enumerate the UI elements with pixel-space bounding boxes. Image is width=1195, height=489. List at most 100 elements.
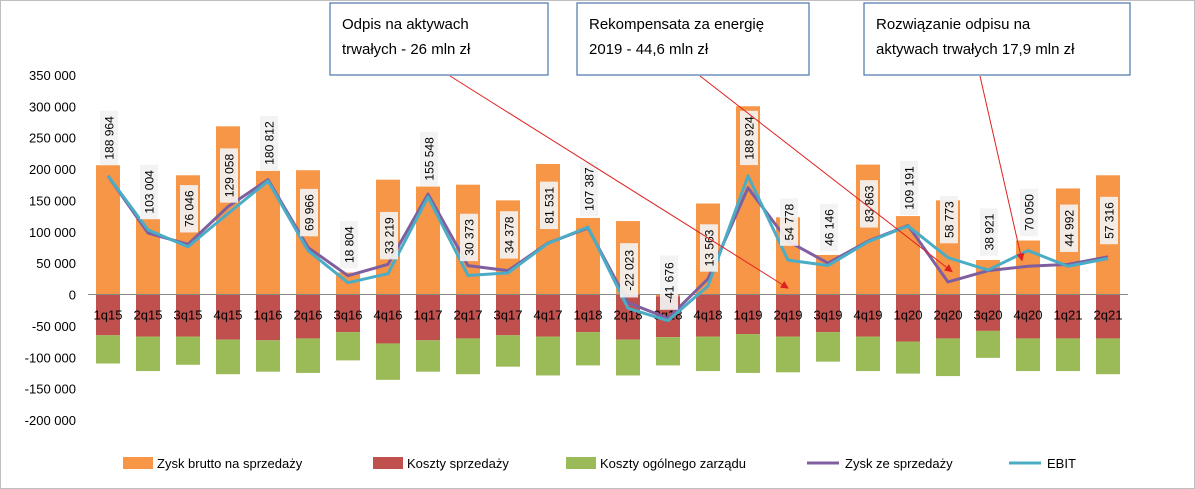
bar [776,294,800,337]
data-label: 83 863 [860,180,878,228]
bar [256,340,280,372]
annotations: Odpis na aktywach trwałych - 26 mln zł Rek… [329,2,1131,289]
data-label-text: 107 387 [583,167,597,211]
legend-label: Koszty sprzedaży [407,456,509,471]
data-label: 30 373 [460,213,478,262]
bar [376,343,400,380]
bar [736,294,760,335]
x-tick-label: 4q18 [694,308,723,323]
bar [1016,338,1040,372]
annotation-text: trwałych - 26 mln zł [342,41,471,58]
bar [136,336,160,372]
y-tick-label: 350 000 [29,68,76,83]
data-label: 109 191 [900,160,918,216]
annotation-box [863,2,1131,76]
data-label-bg [580,161,598,217]
data-label-bg [860,180,878,228]
bar [456,294,480,339]
data-label-text: 129 058 [223,154,237,198]
legend-swatch [123,457,153,469]
annotation-text: Rekompensata za energię [589,16,764,33]
data-label: 46 146 [820,203,838,252]
x-tick-label: 1q17 [414,308,443,323]
bar [1056,294,1080,339]
bar [616,339,640,376]
data-label-bg [260,115,278,171]
data-label-text: 188 964 [103,116,117,160]
bar [736,334,760,373]
bar [96,294,120,336]
x-tick-label: 4q15 [214,308,243,323]
series-lines [106,174,1109,323]
data-label-text: -22 023 [623,250,637,291]
data-label-bg [980,208,998,256]
data-label-bg [620,243,638,298]
data-label: 188 964 [100,110,118,166]
data-label-bg [500,211,518,259]
legend: Zysk brutto na sprzedaży Koszty sprzedaży… [123,456,1076,471]
data-label-bg [940,195,958,244]
bar [536,336,560,376]
x-tick-label: 3q15 [174,308,203,323]
data-label-bg [180,185,198,233]
data-label-text: 109 191 [903,166,917,210]
bar [1096,338,1120,375]
data-label: 129 058 [220,148,238,203]
data-label-bg [220,148,238,203]
data-label-text: 155 548 [423,137,437,181]
bar [536,294,560,337]
bar [816,294,840,333]
data-label: -41 676 [660,255,678,310]
legend-swatch [566,457,596,469]
bar [656,337,680,366]
x-tick-label: 2q19 [774,308,803,323]
bar [216,339,240,375]
y-tick-label: 300 000 [29,99,76,114]
data-label-text: 44 992 [1063,210,1077,247]
data-label: 103 004 [140,164,158,220]
data-label-text: 58 773 [943,201,957,238]
data-label-text: 38 921 [983,213,997,250]
x-tick-label: 1q15 [94,308,123,323]
data-label-text: -41 676 [663,262,677,303]
data-label-text: 180 812 [263,121,277,165]
annotation-arrow [449,75,789,289]
data-label-bg [100,110,118,166]
annotation-text: 2019 - 44,6 mln zł [589,41,709,58]
data-label: -22 023 [620,243,638,298]
data-label-bg [340,221,358,269]
x-tick-label: 2q20 [934,308,963,323]
data-label-bg [380,211,398,260]
data-label: 44 992 [1060,204,1078,252]
x-tick-label: 2q17 [454,308,483,323]
data-label-text: 57 316 [1103,202,1117,239]
bar [936,294,960,339]
bar [296,294,320,339]
bar [416,294,440,341]
data-label: 107 387 [580,161,598,217]
data-label-bg [1060,204,1078,252]
data-label-bg [1100,196,1118,245]
bar [856,336,880,372]
legend-label: EBIT [1047,456,1076,471]
data-label: 54 778 [780,198,798,246]
data-label: 18 804 [340,221,358,269]
annotation-text: Rozwiązanie odpisu na [876,16,1031,33]
x-tick-label: 1q21 [1054,308,1083,323]
data-label-bg [900,160,918,216]
annotation-arrow [699,75,953,273]
data-label-bg [420,131,438,187]
data-label-bg [460,213,478,262]
bar [176,336,200,365]
data-label: 69 966 [300,188,318,237]
data-label-text: 30 373 [463,219,477,256]
annotation-box [329,2,549,76]
data-label: 13 563 [700,224,718,272]
bar [1016,294,1040,339]
x-tick-label: 2q16 [294,308,323,323]
y-tick-label: 250 000 [29,131,76,146]
bar [856,294,880,337]
data-label-bg [540,181,558,230]
bar [496,294,520,336]
